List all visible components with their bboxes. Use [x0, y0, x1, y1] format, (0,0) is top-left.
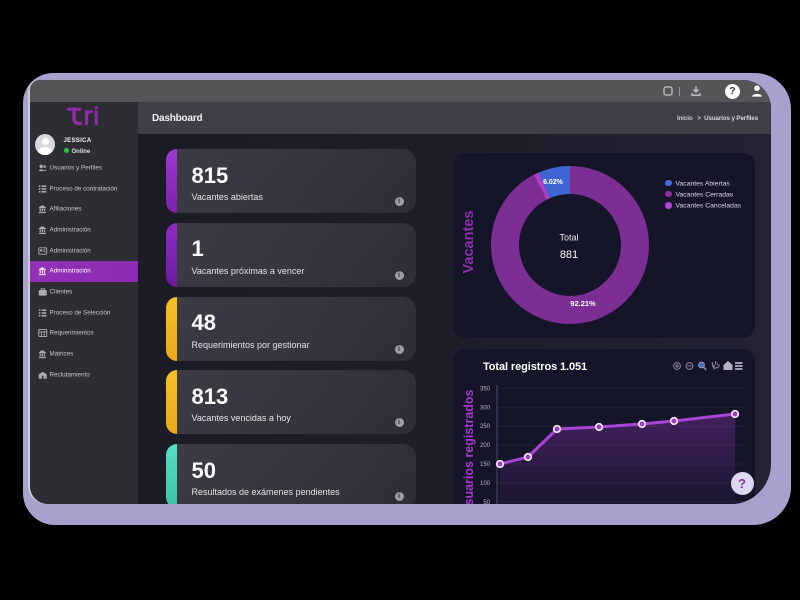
svg-text:100: 100: [480, 481, 491, 487]
svg-text:881: 881: [560, 249, 578, 261]
svg-text:Total: Total: [559, 233, 578, 243]
svg-text:300: 300: [480, 405, 491, 411]
svg-text:200: 200: [480, 443, 491, 449]
svg-text:92.21%: 92.21%: [570, 299, 596, 308]
svg-text:250: 250: [480, 424, 491, 430]
svg-text:50: 50: [483, 500, 490, 504]
svg-text:150: 150: [480, 462, 491, 468]
svg-text:350: 350: [480, 386, 491, 392]
svg-text:6.02%: 6.02%: [543, 179, 564, 186]
